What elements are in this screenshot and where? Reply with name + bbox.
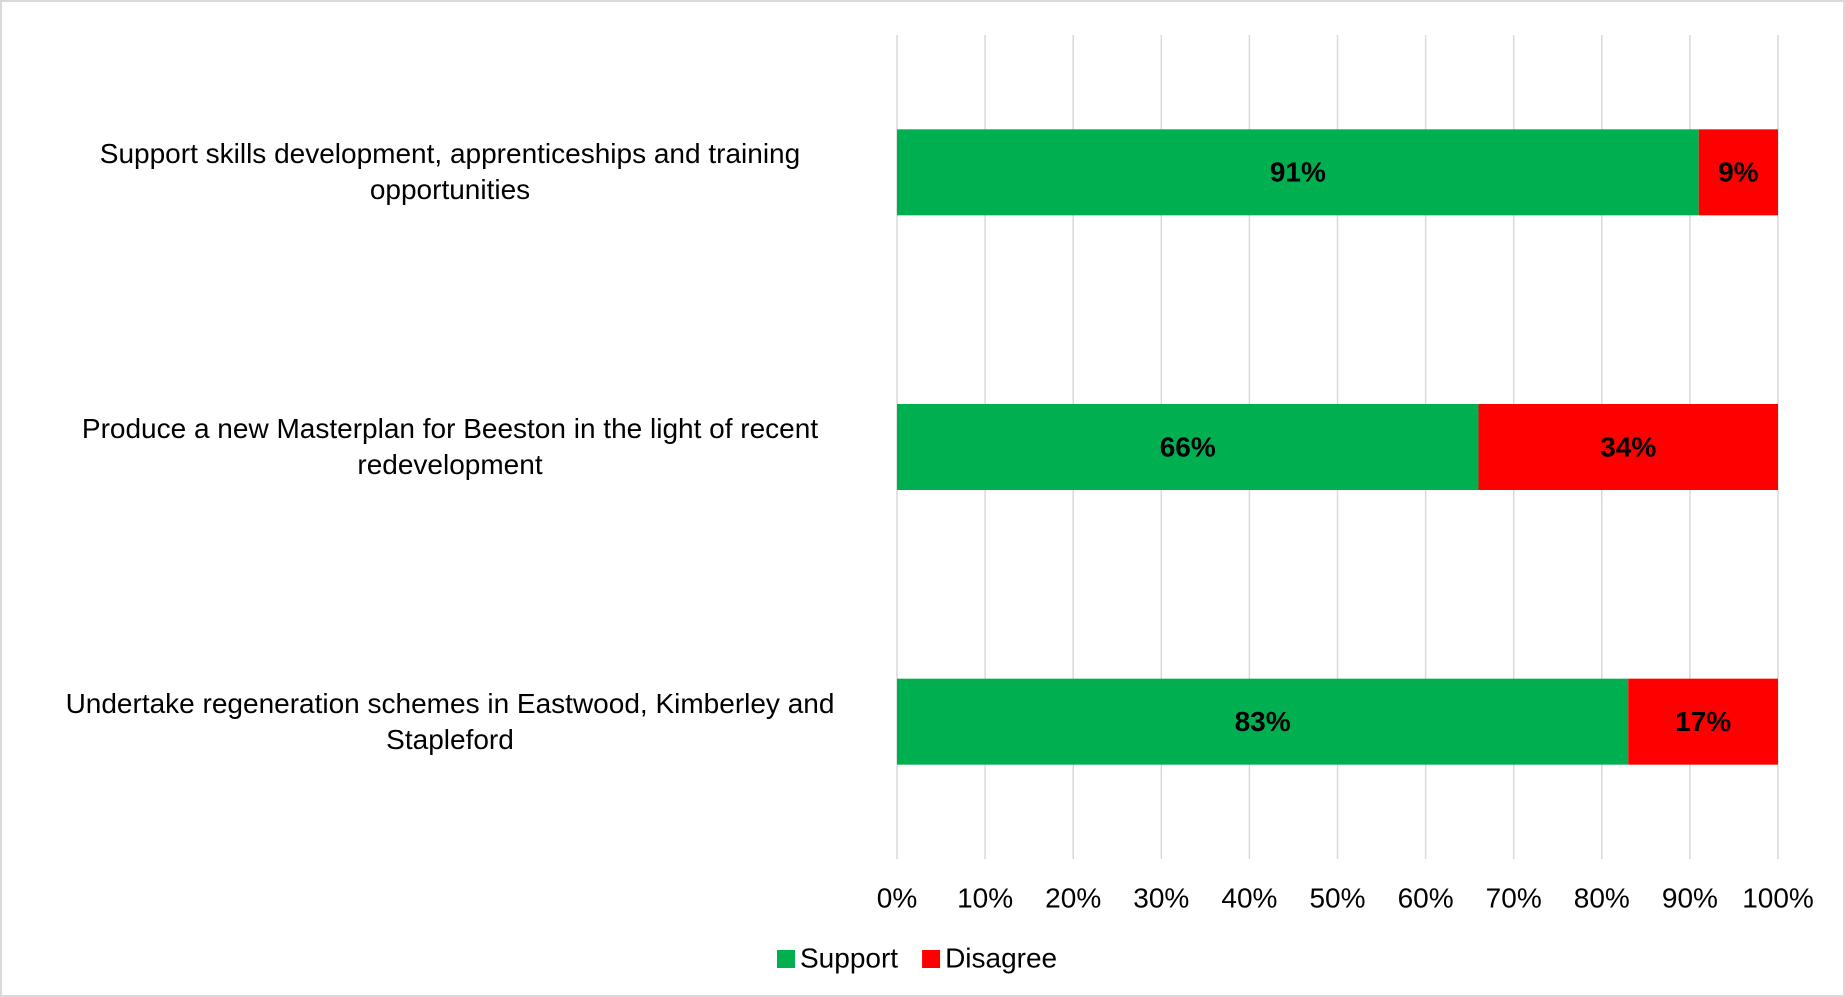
x-tick-label: 70% [1486,882,1542,913]
data-label: 83% [1235,706,1291,737]
data-label: 66% [1160,431,1216,462]
y-tick-label: Undertake regeneration schemes in Eastwo… [65,687,835,755]
bar-segment [1628,678,1778,765]
bar-segment [1478,404,1778,490]
x-tick-label: 50% [1309,882,1365,913]
x-tick-label: 0% [877,882,917,913]
data-label: 34% [1600,431,1656,462]
bar-segment [897,678,1629,765]
legend-label: Disagree [945,942,1057,973]
bar-segment [1698,129,1778,216]
bar-segment [897,404,1479,490]
x-tick-label: 100% [1742,882,1814,913]
data-label: 9% [1718,157,1759,188]
data-label: 17% [1675,706,1731,737]
data-label: 91% [1270,157,1326,188]
legend-swatch [777,950,795,968]
x-tick-label: 60% [1398,882,1454,913]
legend-label: Support [800,942,898,973]
bar-segment [897,129,1699,216]
x-tick-label: 10% [957,882,1013,913]
y-tick-label: Support skills development, apprenticesh… [99,138,801,206]
x-tick-label: 20% [1045,882,1101,913]
x-tick-label: 80% [1574,882,1630,913]
x-tick-label: 90% [1662,882,1718,913]
legend-swatch [922,950,941,968]
y-tick-label: Produce a new Masterplan for Beeston in … [81,413,819,480]
x-tick-label: 30% [1133,882,1189,913]
x-tick-label: 40% [1221,882,1277,913]
